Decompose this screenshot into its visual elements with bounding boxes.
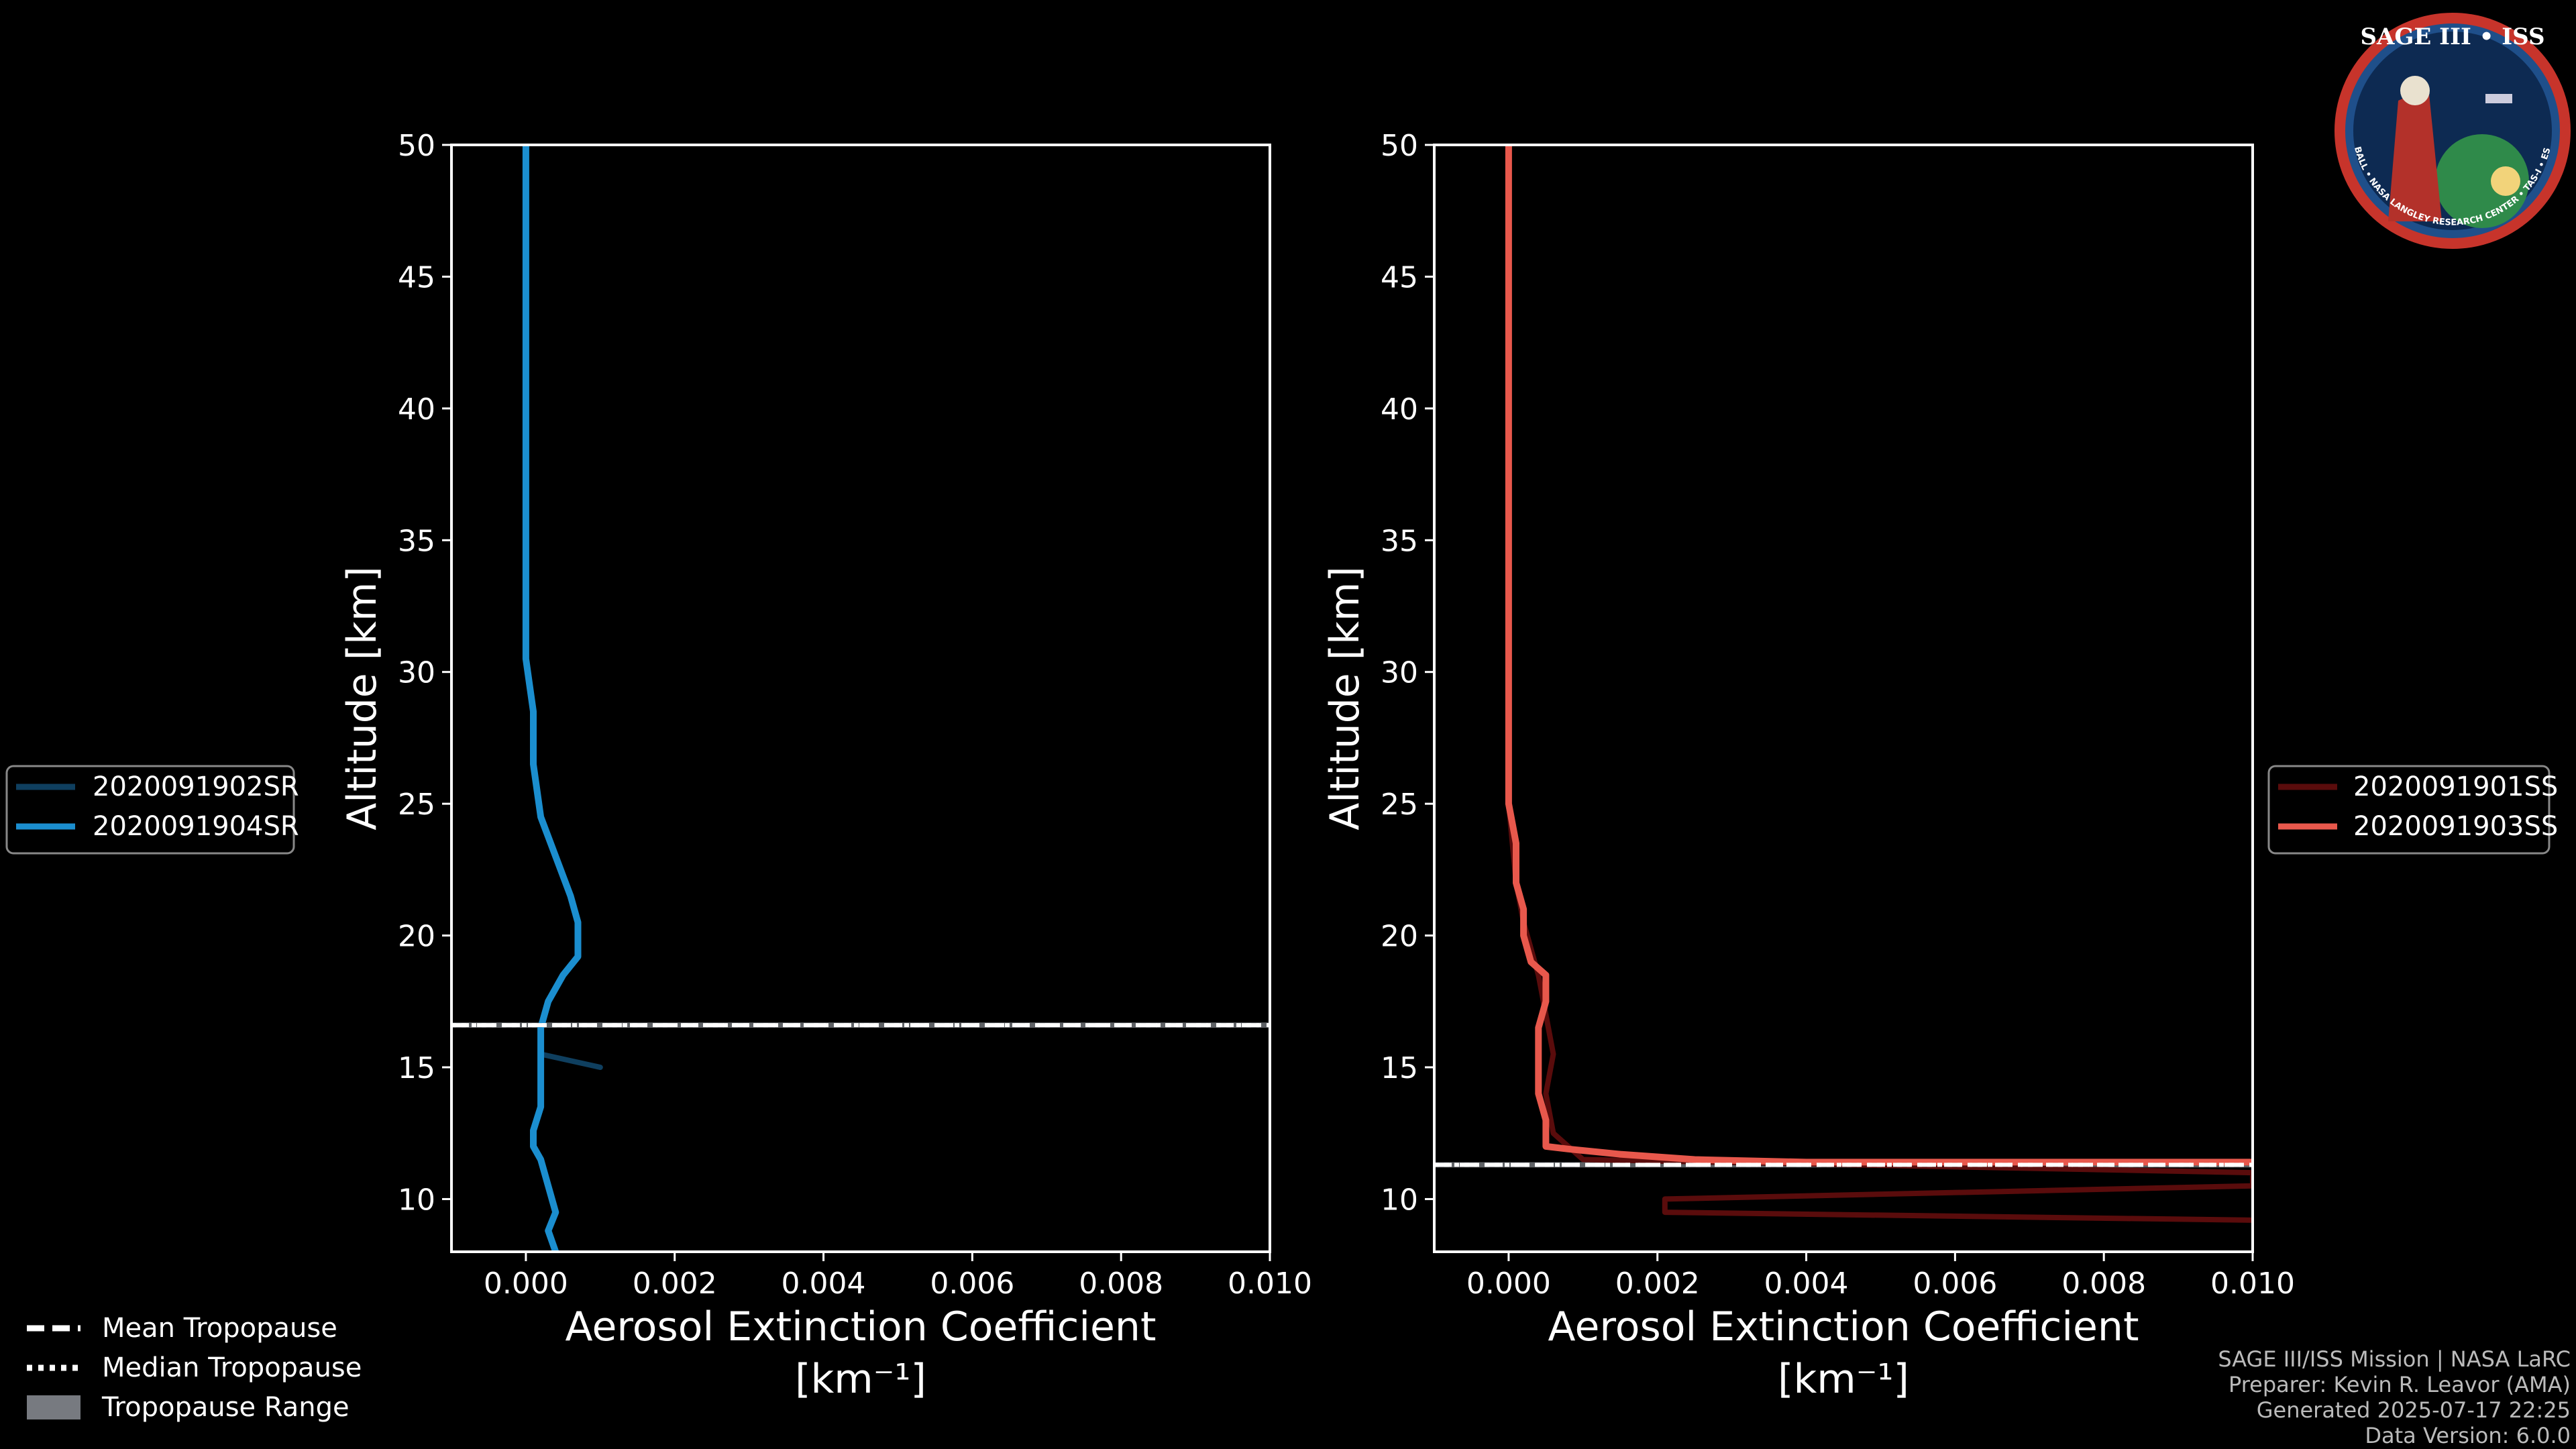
series-line-2020091902SR — [538, 1051, 603, 1070]
logo-sage-figure-icon — [2388, 87, 2442, 221]
sunset-legend: 2020091901SS 2020091903SS — [2267, 765, 2558, 855]
sunrise-y-tick-label: 30 — [398, 656, 435, 690]
sunset-axes-frame — [1433, 144, 2254, 1253]
sunrise-axes-frame — [450, 144, 1271, 1253]
mean-tropopause-label: Mean Tropopause — [102, 1313, 337, 1344]
sunrise-plot-area — [451, 145, 1270, 1252]
sunset-y-tick-label: 50 — [1381, 129, 1418, 163]
sunrise-panel-title: Sunrise — [767, 89, 955, 140]
sunrise-y-tick-label: 40 — [398, 392, 435, 427]
sunrise-x-tick-label: 0.004 — [782, 1267, 866, 1301]
sunrise-y-ticks: 10 15 20 25 30 35 40 45 50 — [398, 129, 451, 1217]
median-tropopause-label: Median Tropopause — [102, 1352, 362, 1383]
sunrise-y-tick-label: 15 — [398, 1051, 435, 1085]
logo-sage-head-icon — [2400, 76, 2430, 105]
tropopause-range-label: Tropopause Range — [101, 1392, 350, 1423]
logo-iss-icon — [2485, 94, 2512, 103]
legend-label-2020091902SR: 2020091902SR — [93, 771, 299, 802]
sunrise-x-ticks: 0.000 0.002 0.004 0.006 0.008 0.010 — [484, 1252, 1312, 1301]
series-line-2020091903SS — [1505, 145, 2253, 1166]
sunset-x-ticks: 0.000 0.002 0.004 0.006 0.008 0.010 — [1466, 1252, 2295, 1301]
logo-earth-icon — [2435, 134, 2529, 228]
sunrise-panel: Sunrise 0.000 0.002 0.004 0.006 0.008 0.010 1… — [339, 89, 1312, 1403]
sunset-panel: Sunset 0.000 0.002 0.004 0.006 0.008 0.010 10… — [1322, 89, 2295, 1403]
sunrise-x-tick-label: 0.002 — [633, 1267, 717, 1301]
sunset-x-tick-label: 0.004 — [1764, 1267, 1849, 1301]
sunset-y-tick-label: 15 — [1381, 1051, 1418, 1085]
credit-version: Data Version: 6.0.0 — [2365, 1423, 2571, 1448]
sunrise-y-axis-label: Altitude [km] — [339, 566, 386, 830]
sunset-y-axis-label: Altitude [km] — [1322, 566, 1368, 830]
sunset-x-tick-label: 0.006 — [1913, 1267, 1997, 1301]
legend-label-2020091903SS: 2020091903SS — [2353, 811, 2558, 842]
credit-preparer: Preparer: Kevin R. Leavor (AMA) — [2229, 1372, 2571, 1397]
sunrise-y-tick-label: 50 — [398, 129, 435, 163]
series-line-2020091901SS — [1505, 145, 2253, 1223]
sunset-y-tick-label: 45 — [1381, 260, 1418, 294]
legend-label-2020091901SS: 2020091901SS — [2353, 771, 2558, 802]
credit-mission: SAGE III/ISS Mission | NASA LaRC — [2218, 1346, 2571, 1372]
sunrise-legend: 2020091902SR 2020091904SR — [5, 765, 299, 855]
chart-date: 19 September 2020 — [694, 74, 1318, 140]
tropopause-legend: Mean Tropopause Median Tropopause Tropop… — [27, 1313, 362, 1423]
credit-generated: Generated 2025-07-17 22:25 — [2257, 1397, 2571, 1423]
sunset-legend-box — [2267, 765, 2551, 855]
logo-sun-icon — [2491, 166, 2520, 196]
series-line-2020091904SR — [522, 145, 582, 1252]
credits: SAGE III/ISS Mission | NASA LaRC Prepare… — [2218, 1346, 2571, 1448]
sunrise-y-tick-label: 35 — [398, 524, 435, 558]
sunset-y-tick-label: 30 — [1381, 656, 1418, 690]
sunrise-y-tick-label: 25 — [398, 788, 435, 822]
sunrise-y-tick-label: 10 — [398, 1183, 435, 1217]
sunrise-x-tick-label: 0.010 — [1228, 1267, 1312, 1301]
chart-title: SAGE III/ISS 756nm Aerosol Extinction Co… — [223, 15, 1788, 80]
sunset-y-tick-label: 20 — [1381, 920, 1418, 954]
sunset-x-tick-label: 0.010 — [2210, 1267, 2295, 1301]
sunset-x-tick-label: 0.008 — [2061, 1267, 2146, 1301]
sunset-plot-area — [1434, 145, 2253, 1223]
sunrise-x-tick-label: 0.008 — [1079, 1267, 1163, 1301]
sunset-y-tick-label: 10 — [1381, 1183, 1418, 1217]
legend-label-2020091904SR: 2020091904SR — [93, 811, 299, 842]
sunrise-legend-box — [5, 765, 295, 855]
sunset-y-tick-label: 40 — [1381, 392, 1418, 427]
sunset-y-ticks: 10 15 20 25 30 35 40 45 50 — [1381, 129, 1434, 1217]
sunrise-x-tick-label: 0.000 — [484, 1267, 568, 1301]
sunrise-x-axis-unit: [km⁻¹] — [795, 1356, 926, 1403]
sunset-x-tick-label: 0.000 — [1466, 1267, 1551, 1301]
sunrise-x-axis-label: Aerosol Extinction Coefficient — [566, 1303, 1157, 1350]
sunset-y-tick-label: 25 — [1381, 788, 1418, 822]
sunrise-y-tick-label: 45 — [398, 260, 435, 294]
sunset-x-axis-unit: [km⁻¹] — [1778, 1356, 1909, 1403]
sunset-y-tick-label: 35 — [1381, 524, 1418, 558]
sunset-x-axis-label: Aerosol Extinction Coefficient — [1548, 1303, 2139, 1350]
sunrise-x-tick-label: 0.006 — [930, 1267, 1014, 1301]
sunrise-y-tick-label: 20 — [398, 920, 435, 954]
sunset-panel-title: Sunset — [1757, 89, 1929, 140]
logo-title: SAGE III • ISS — [2360, 23, 2544, 50]
tropopause-range-swatch — [27, 1395, 80, 1419]
sunset-x-tick-label: 0.002 — [1615, 1267, 1700, 1301]
